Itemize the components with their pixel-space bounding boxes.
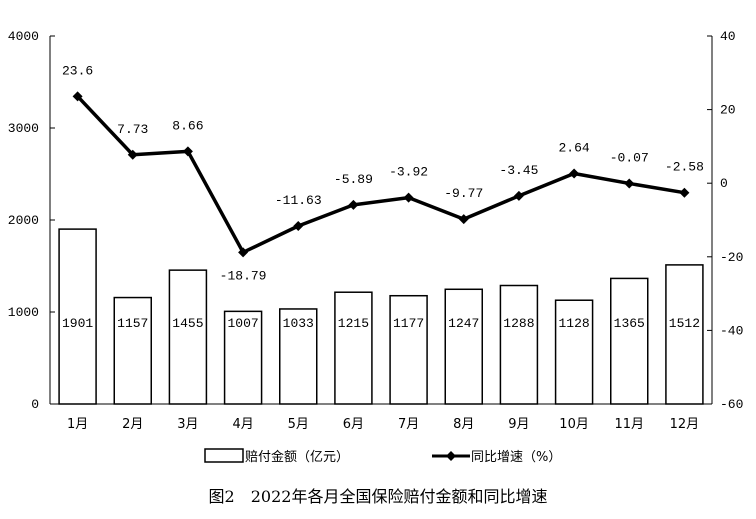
right-tick-label: 0 [720, 176, 728, 191]
line-point-marker [679, 187, 690, 198]
bar-value-label: 1215 [338, 316, 369, 331]
line-value-label: -9.77 [444, 186, 483, 201]
bar [444, 288, 483, 405]
category-label: 6月 [343, 417, 364, 432]
bar-value-label: 1512 [669, 316, 700, 331]
bar [499, 284, 539, 405]
line-value-label: 7.73 [117, 122, 148, 137]
bar-value-label: 1177 [393, 316, 424, 331]
line-value-label: -3.45 [499, 163, 538, 178]
category-labels: 1月 2月 3月 4月 5月 6月 7月 8月 9月 10月 11月 12月 [67, 417, 699, 432]
right-axis-ticks: -60 -40 -20 0 20 40 [707, 29, 743, 412]
legend-line-marker [446, 451, 456, 461]
bar [168, 269, 208, 405]
right-tick-label: -20 [720, 250, 743, 265]
bar [610, 277, 649, 405]
category-label: 1月 [67, 417, 88, 432]
line-value-label: 23.6 [62, 63, 93, 78]
line-value-label: -2.58 [665, 160, 704, 175]
category-label: 8月 [453, 417, 474, 432]
line-value-label: -0.07 [610, 150, 649, 165]
category-label: 10月 [559, 417, 589, 432]
line-point-marker [182, 146, 193, 157]
figure-caption: 图2 2022年各月全国保险赔付金额和同比增速 [208, 487, 548, 506]
chart: 0 1000 2000 3000 4000 -60 -40 -20 0 20 40 1901 115… [8, 29, 744, 465]
category-label: 12月 [670, 417, 700, 432]
bar [389, 294, 428, 405]
bar-value-label: 1365 [614, 316, 645, 331]
line-point-marker [569, 168, 580, 179]
bar [554, 299, 594, 405]
line-value-label: -3.92 [389, 165, 428, 180]
left-axis-ticks: 0 1000 2000 3000 4000 [8, 29, 55, 412]
line-point-marker [72, 91, 83, 102]
category-label: 2月 [122, 417, 143, 432]
right-tick-label: 20 [720, 103, 736, 118]
left-tick-label: 4000 [8, 29, 39, 44]
line-point-marker [513, 190, 524, 201]
bar [665, 264, 704, 405]
bar-value-label: 1288 [503, 316, 534, 331]
bar-value-label: 1157 [117, 316, 148, 331]
category-label: 4月 [232, 417, 253, 432]
category-label: 5月 [288, 417, 309, 432]
legend-line-label: 同比增速（%） [471, 450, 561, 465]
bar [223, 310, 263, 405]
legend: 赔付金额（亿元） 同比增速（%） [204, 448, 561, 465]
bar [279, 308, 318, 405]
category-label: 7月 [398, 417, 419, 432]
legend-bar-label: 赔付金额（亿元） [245, 449, 349, 465]
line-point-marker [348, 199, 359, 210]
left-tick-label: 2000 [8, 213, 39, 228]
bar [58, 228, 97, 405]
category-label: 3月 [177, 417, 198, 432]
line-point-marker [293, 220, 304, 231]
line-value-label: -11.63 [275, 193, 322, 208]
bar-value-label: 1128 [558, 316, 589, 331]
right-tick-label: -40 [720, 323, 743, 338]
left-tick-label: 1000 [8, 305, 39, 320]
line-value-label: 8.66 [172, 118, 203, 133]
left-tick-label: 3000 [8, 121, 39, 136]
line-value-labels: 23.6 7.73 8.66 -18.79 -11.63 -5.89 -3.92 -9.77 -… [62, 63, 704, 283]
bar-value-labels: 1901 1157 1455 1007 1033 1215 1177 1247 1288 1128… [62, 316, 700, 331]
line-value-label: -18.79 [220, 268, 267, 283]
series-line [76, 95, 685, 255]
legend-bar-swatch [204, 448, 244, 463]
line-value-label: 2.64 [558, 140, 589, 155]
line-value-label: -5.89 [334, 172, 373, 187]
bar-series [58, 228, 704, 405]
bar [334, 291, 373, 405]
bar [113, 296, 152, 405]
left-tick-label: 0 [31, 397, 39, 412]
bar-value-label: 1901 [62, 316, 93, 331]
bar-value-label: 1455 [172, 316, 203, 331]
bar-value-label: 1007 [227, 316, 258, 331]
bar-value-label: 1033 [283, 316, 314, 331]
line-point-marker [403, 192, 414, 203]
right-tick-label: -60 [720, 397, 743, 412]
line-point-marker [624, 178, 635, 189]
category-label: 11月 [614, 417, 644, 432]
line-point-marker [238, 247, 249, 258]
line-point-marker [127, 149, 138, 160]
category-label: 9月 [508, 417, 529, 432]
line-series [72, 91, 690, 258]
right-tick-label: 40 [720, 29, 736, 44]
line-point-marker [458, 214, 469, 225]
bar-value-label: 1247 [448, 316, 479, 331]
